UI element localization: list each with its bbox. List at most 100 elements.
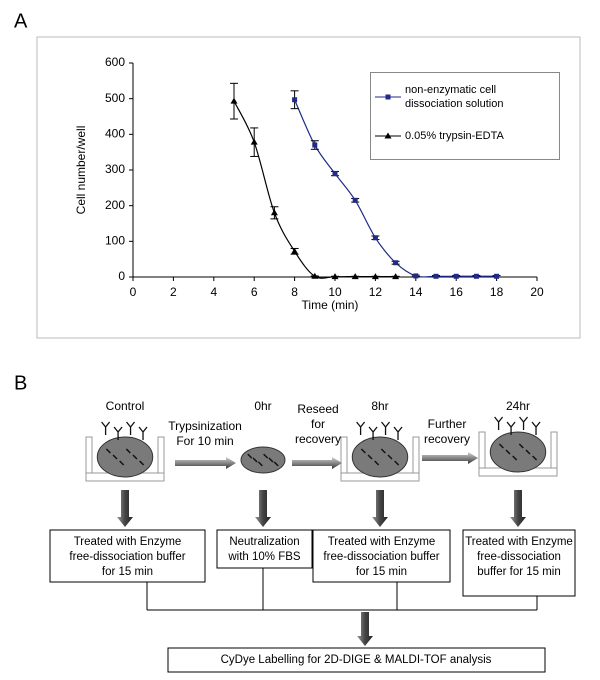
process-arrow — [292, 457, 342, 469]
cell — [367, 454, 373, 460]
transition-label: Trypsinization — [168, 419, 242, 433]
x-tick-label: 12 — [369, 285, 383, 299]
receptor — [494, 416, 504, 430]
down-arrow — [372, 490, 388, 527]
cell — [518, 443, 524, 449]
receptor — [101, 421, 111, 435]
culture-dish — [340, 421, 420, 482]
marker — [384, 132, 392, 139]
y-tick-label: 0 — [118, 269, 125, 283]
cell — [505, 449, 511, 455]
stage-label: 8hr — [371, 399, 388, 413]
cell — [247, 453, 253, 459]
treatment-text: free-dissociation buffer — [323, 551, 439, 563]
x-tick-label: 16 — [450, 285, 464, 299]
cell — [112, 454, 118, 460]
x-tick-label: 0 — [130, 285, 137, 299]
cell-layer — [96, 436, 154, 478]
down-arrow — [255, 490, 271, 527]
legend-swatch — [375, 132, 401, 139]
treatment-text: free-dissociation buffer — [69, 551, 185, 563]
treatment-text: for 15 min — [356, 566, 407, 578]
dish-wall — [478, 431, 486, 469]
x-tick-label: 14 — [409, 285, 423, 299]
down-arrow — [510, 490, 526, 527]
treatment-box — [49, 529, 206, 583]
cell — [119, 460, 125, 466]
cell — [360, 448, 366, 454]
receptor — [506, 421, 516, 435]
x-tick-label: 10 — [328, 285, 342, 299]
marker — [311, 272, 319, 279]
down-arrow — [117, 490, 133, 527]
marker — [372, 235, 378, 241]
process-arrow — [422, 452, 478, 464]
chart-frame — [36, 36, 581, 339]
y-tick-label: 100 — [105, 234, 125, 248]
dish-wall — [340, 436, 348, 474]
cell — [252, 457, 258, 463]
stage-label: 24hr — [506, 399, 530, 413]
cell — [263, 453, 269, 459]
marker — [393, 260, 399, 266]
culture-dish — [478, 416, 558, 477]
legend-entry: 0.05% trypsin-EDTA — [375, 129, 555, 143]
cell — [139, 460, 145, 466]
x-tick-label: 4 — [210, 285, 217, 299]
dish-wall — [157, 436, 165, 474]
treatment-text: buffer for 15 min — [477, 566, 561, 578]
receptor — [126, 421, 136, 435]
y-tick-label: 200 — [105, 198, 125, 212]
cell — [257, 461, 263, 467]
x-tick-label: 20 — [530, 285, 544, 299]
receptor — [519, 416, 529, 430]
marker — [331, 273, 339, 280]
cell — [387, 454, 393, 460]
receptor — [113, 426, 123, 440]
transition-label: Reseed — [297, 402, 338, 416]
treatment-text: Treated with Enzyme — [465, 536, 573, 548]
x-tick-label: 2 — [170, 285, 177, 299]
treatment-text: for 15 min — [102, 566, 153, 578]
receptor — [531, 421, 541, 435]
cell — [105, 448, 111, 454]
receptor — [381, 421, 391, 435]
y-axis-label: Cell number/well — [74, 126, 88, 215]
treatment-box — [216, 529, 313, 569]
marker — [351, 273, 359, 280]
marker — [352, 197, 358, 203]
cell — [380, 448, 386, 454]
dish-wall — [85, 436, 93, 474]
cell — [525, 449, 531, 455]
marker — [230, 97, 238, 104]
cell-layer — [240, 446, 286, 474]
stage-label: 0hr — [254, 399, 271, 413]
y-tick-label: 500 — [105, 91, 125, 105]
cell-layer — [351, 436, 409, 478]
cell — [132, 454, 138, 460]
cell — [498, 443, 504, 449]
transition-label: Further — [428, 417, 467, 431]
cell — [268, 457, 274, 463]
legend-label: non-enzymatic cell dissociation solution — [405, 84, 504, 110]
marker — [371, 273, 379, 280]
y-tick-label: 600 — [105, 55, 125, 69]
legend-entry: non-enzymatic cell dissociation solution — [375, 83, 555, 111]
dish-wall — [550, 431, 558, 469]
treatment-text: Treated with Enzyme — [328, 536, 436, 548]
final-text: CyDye Labelling for 2D-DIGE & MALDI-TOF … — [221, 654, 492, 666]
transition-label: recovery — [295, 432, 341, 446]
treatment-text: Neutralization — [229, 536, 299, 548]
legend-swatch — [375, 94, 401, 100]
x-tick-label: 6 — [251, 285, 258, 299]
dish-wall — [412, 436, 420, 474]
receptor — [368, 426, 378, 440]
marker — [494, 273, 500, 279]
treatment-box — [462, 529, 576, 597]
marker — [453, 273, 459, 279]
process-arrow — [175, 457, 236, 469]
panel-label: A — [14, 10, 28, 32]
marker — [270, 209, 278, 216]
